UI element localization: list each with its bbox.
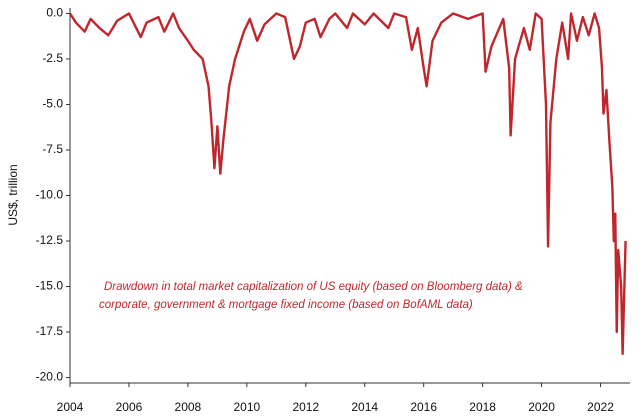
x-tick-label: 2014	[351, 400, 378, 414]
x-tick-label: 2020	[528, 400, 555, 414]
x-tick-label: 2022	[587, 400, 614, 414]
x-tick-label: 2016	[410, 400, 437, 414]
y-tick-label: -17.5	[36, 324, 64, 338]
x-tick-label: 2008	[175, 400, 202, 414]
annotation: corporate, government & mortgage fixed i…	[99, 299, 473, 311]
y-tick-label: -10.0	[36, 188, 64, 202]
y-tick-label: -7.5	[42, 142, 63, 156]
y-tick-label: 0.0	[46, 6, 63, 20]
x-tick-label: 2004	[57, 400, 84, 414]
y-axis-label: US$, trillion	[6, 164, 20, 225]
x-tick-label: 2010	[233, 400, 260, 414]
annotation: Drawdown in total market capitalization …	[104, 281, 523, 293]
x-tick-label: 2012	[292, 400, 319, 414]
x-tick-label: 2018	[469, 400, 496, 414]
line-series	[68, 12, 627, 356]
y-tick-label: -12.5	[36, 233, 64, 247]
x-tick-label: 2006	[116, 400, 143, 414]
y-tick-label: -5.0	[42, 97, 63, 111]
y-tick-label: -15.0	[36, 279, 64, 293]
y-tick-label: -2.5	[42, 51, 63, 65]
y-tick-label: -20.0	[36, 370, 64, 384]
